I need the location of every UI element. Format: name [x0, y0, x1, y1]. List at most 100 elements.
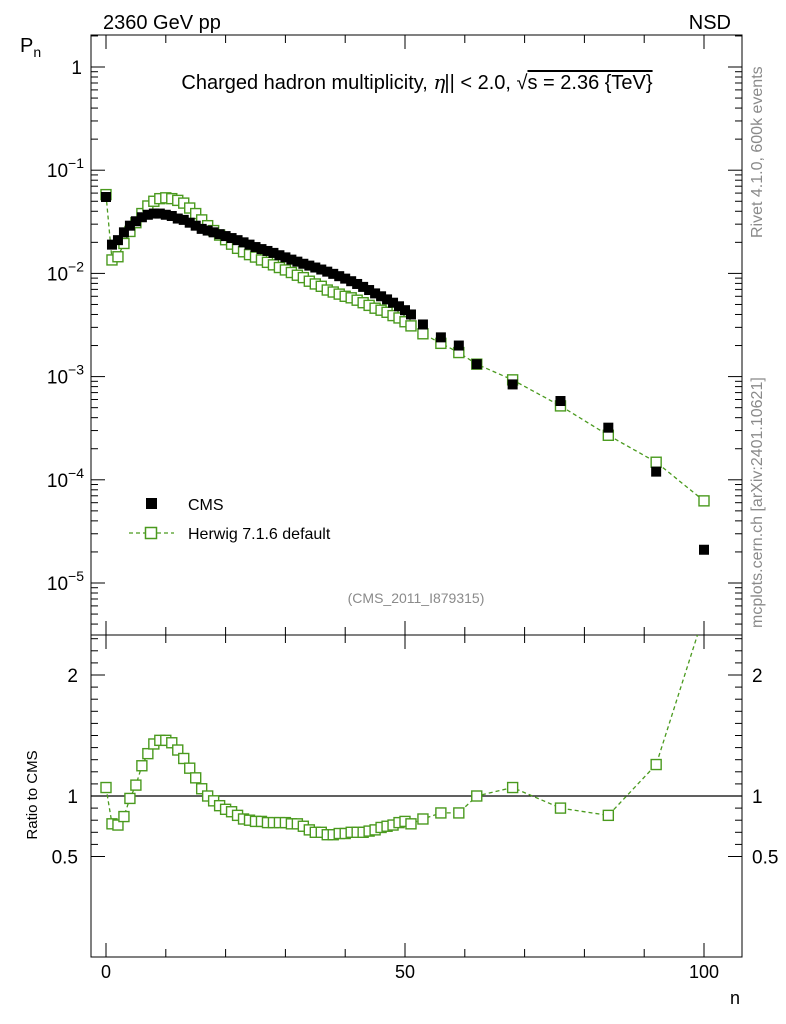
ratio-point: [435, 807, 447, 819]
ratio-point: [189, 772, 202, 784]
y-tick-label-main: 10−3: [47, 362, 84, 389]
main-plot-area: [100, 188, 710, 555]
herwig-point: [650, 456, 662, 468]
cms-point: [262, 245, 273, 256]
legend-label-herwig: Herwig 7.1.6 default: [188, 526, 331, 543]
cms-point: [471, 359, 482, 370]
cms-point: [316, 264, 327, 275]
main-panel-frame: [90, 34, 743, 636]
cms-point: [417, 319, 428, 330]
cms-point: [400, 305, 410, 316]
ratio-point: [112, 819, 124, 831]
cms-point: [101, 191, 111, 202]
herwig-point: [112, 251, 124, 263]
cms-point: [232, 235, 243, 246]
cms-point: [214, 229, 225, 240]
cms-point: [699, 544, 709, 555]
axes: 0 50 100 1 10−1 10−2 10−3 10−4 10−5 2 2 1 1 0.5 0.5: [47, 35, 778, 982]
cms-point: [196, 223, 207, 234]
chart-title: Charged hadron multiplicity, η|| < 2.0, …: [181, 70, 652, 94]
ratio-point: [506, 781, 519, 794]
ratio-point: [172, 744, 184, 756]
mcplots-label: mcplots.cern.ch [arXiv:2401.10621]: [749, 377, 766, 628]
cms-point: [106, 239, 117, 250]
cms-point: [112, 235, 123, 246]
ratio-point: [124, 792, 136, 805]
cms-point: [268, 247, 279, 258]
ratio-point: [178, 752, 190, 765]
cms-point: [280, 252, 291, 263]
y-tick-label-main: 10−1: [47, 155, 84, 182]
cms-point: [328, 268, 339, 279]
ratio-point: [100, 781, 112, 794]
x-tick-label: 50: [395, 962, 415, 982]
herwig-point: [405, 320, 417, 332]
cms-point: [274, 250, 285, 261]
cms-point: [238, 237, 249, 248]
rivet-label: Rivet 4.1.0, 600k events: [749, 66, 766, 238]
process-label: NSD: [689, 12, 731, 34]
cms-point: [148, 208, 159, 219]
data-layer: [100, 188, 710, 841]
analysis-id: (CMS_2011_I879315): [348, 590, 485, 606]
cms-point: [310, 262, 321, 273]
cms-point: [154, 208, 165, 219]
cms-point: [208, 227, 219, 238]
cms-point: [130, 216, 141, 227]
cms-point: [250, 242, 261, 253]
ratio-point: [554, 802, 567, 814]
cms-point: [166, 210, 177, 221]
legend-label-cms: CMS: [188, 497, 224, 514]
energy-label: 2360 GeV pp: [103, 12, 221, 34]
herwig-point: [417, 328, 429, 340]
main-y-axis-title: Pn: [20, 35, 41, 60]
ratio-tick-label-right: 2: [752, 666, 763, 687]
legend-marker-cms: [146, 498, 157, 509]
herwig-point: [698, 495, 710, 507]
ratio-line: [105, 635, 699, 836]
ratio-point: [417, 813, 429, 825]
ratio-point: [405, 818, 417, 830]
x-axis-title: n: [730, 988, 740, 1008]
ratio-point: [118, 810, 130, 823]
cms-point: [178, 214, 189, 225]
ratio-tick-label-right: 1: [752, 787, 763, 808]
cms-point: [346, 276, 357, 287]
cms-point: [256, 244, 267, 255]
cms-point: [292, 256, 303, 267]
herwig-point: [189, 207, 202, 220]
ratio-point: [195, 783, 208, 795]
cms-point: [226, 233, 237, 244]
cms-point: [603, 422, 614, 433]
cms-point: [322, 266, 333, 277]
cms-point: [358, 281, 369, 292]
ratio-tick-label-left: 2: [67, 666, 78, 687]
cms-point: [160, 209, 171, 220]
ratio-point: [136, 760, 148, 772]
ratio-point: [602, 809, 615, 822]
cms-point: [388, 297, 399, 308]
y-tick-label-main: 10−2: [47, 258, 84, 285]
cms-point: [364, 285, 375, 296]
y-tick-label-main: 10−4: [47, 465, 84, 492]
cms-point: [184, 217, 195, 228]
x-tick-label: 100: [689, 962, 719, 982]
cms-point: [190, 220, 201, 231]
cms-point: [507, 379, 518, 390]
cms-point: [298, 258, 309, 269]
cms-point: [376, 291, 387, 302]
ratio-point: [166, 737, 178, 749]
cms-point: [555, 396, 566, 407]
ratio-point: [471, 790, 483, 802]
ratio-tick-label-right: 0.5: [752, 848, 778, 869]
y-tick-label-main: 10−5: [47, 568, 84, 595]
cms-point: [142, 209, 153, 220]
ratio-point: [184, 762, 196, 774]
legend-marker-herwig: [144, 526, 158, 540]
cms-point: [382, 294, 393, 305]
ratio-y-axis-title: Ratio to CMS: [24, 750, 41, 839]
cms-point: [405, 309, 416, 320]
ratio-tick-label-left: 0.5: [52, 848, 78, 869]
ratio-point: [130, 779, 142, 791]
